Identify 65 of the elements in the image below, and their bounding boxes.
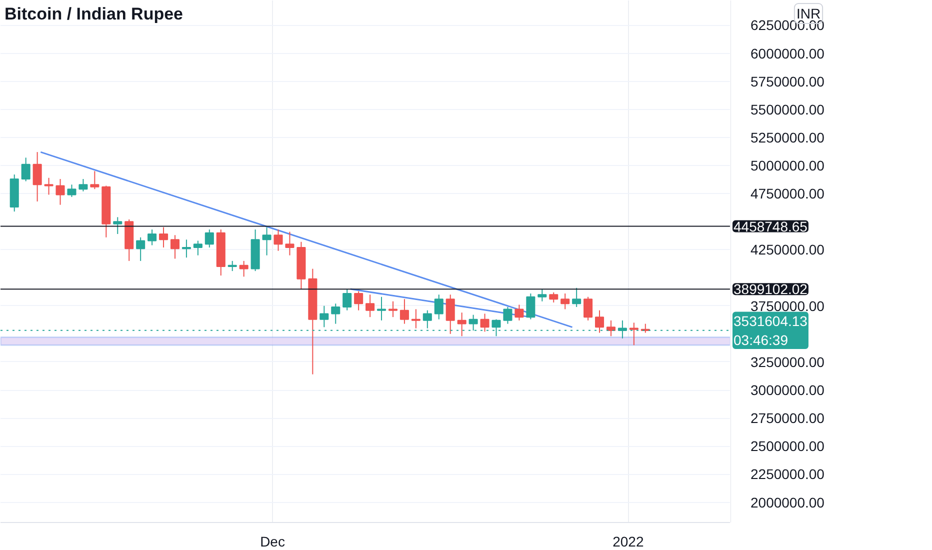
candlestick <box>342 288 352 311</box>
chart-title: Bitcoin / Indian Rupee <box>4 4 184 24</box>
candlestick <box>503 306 512 324</box>
y-axis-title: INR <box>796 6 821 22</box>
candlestick <box>182 239 191 258</box>
candlestick <box>148 229 157 246</box>
candlestick <box>446 294 455 334</box>
y-tick-label: 2250000.00 <box>750 466 825 482</box>
candlestick <box>572 287 582 308</box>
y-tick-label: 3250000.00 <box>750 354 825 370</box>
candlestick <box>193 240 202 256</box>
candlestick <box>44 177 54 196</box>
candlestick <box>262 226 272 256</box>
candlestick <box>606 320 616 337</box>
candlestick <box>204 229 214 248</box>
candlestick <box>56 178 65 206</box>
candlestick <box>274 229 283 252</box>
candlestick <box>67 184 76 198</box>
candlestick <box>538 288 547 302</box>
candlestick <box>331 303 340 324</box>
candlestick <box>480 313 490 332</box>
candlestick <box>411 308 420 329</box>
x-tick-label: 2022 <box>612 534 644 550</box>
candlestick <box>514 304 524 321</box>
candlestick <box>113 216 122 234</box>
y-tick-label: 5500000.00 <box>750 101 825 118</box>
ref-line-label: 3531604.13 03:46:39 <box>734 312 808 348</box>
candlestick <box>366 294 375 318</box>
candlestick <box>285 231 294 256</box>
candlestick <box>377 296 386 321</box>
candlestick <box>354 290 364 311</box>
candlestick <box>170 234 180 260</box>
candlestick <box>136 236 146 262</box>
candlestick <box>549 292 558 303</box>
y-tick-label: 5250000.00 <box>750 129 825 146</box>
candlestick <box>159 226 168 248</box>
candlestick <box>90 170 100 190</box>
candlestick <box>78 178 88 192</box>
y-tick-label: 3000000.00 <box>750 382 825 398</box>
y-tick-label: 2000000.00 <box>750 494 825 510</box>
candlestick <box>584 296 593 321</box>
candlestick <box>21 157 30 182</box>
candlestick <box>560 292 570 310</box>
y-tick-label: 2500000.00 <box>750 438 825 454</box>
candlestick <box>629 322 638 346</box>
y-tick-label: 5750000.00 <box>750 73 825 90</box>
y-tick-label: 2750000.00 <box>750 410 825 426</box>
candlestick <box>388 300 398 318</box>
y-tick-label: 4250000.00 <box>750 242 825 258</box>
y-tick-label: 5000000.00 <box>750 158 825 174</box>
y-tick-label: 3750000.00 <box>750 298 825 314</box>
candlestick <box>228 260 237 272</box>
ref-line-label: 4458748.65 <box>734 218 808 234</box>
candlestick <box>320 305 329 328</box>
candlestick <box>239 260 248 278</box>
y-tick-label: 4750000.00 <box>750 186 825 202</box>
candlestick <box>32 152 42 202</box>
candlestick <box>400 298 409 324</box>
x-tick-label: Dec <box>260 534 285 550</box>
candlestick <box>434 294 444 320</box>
candlestick <box>457 312 466 337</box>
candlestick <box>526 292 536 320</box>
ref-line-label: 3899102.02 <box>734 281 808 298</box>
y-tick-label: 6000000.00 <box>750 45 825 62</box>
candlestick <box>594 310 604 334</box>
